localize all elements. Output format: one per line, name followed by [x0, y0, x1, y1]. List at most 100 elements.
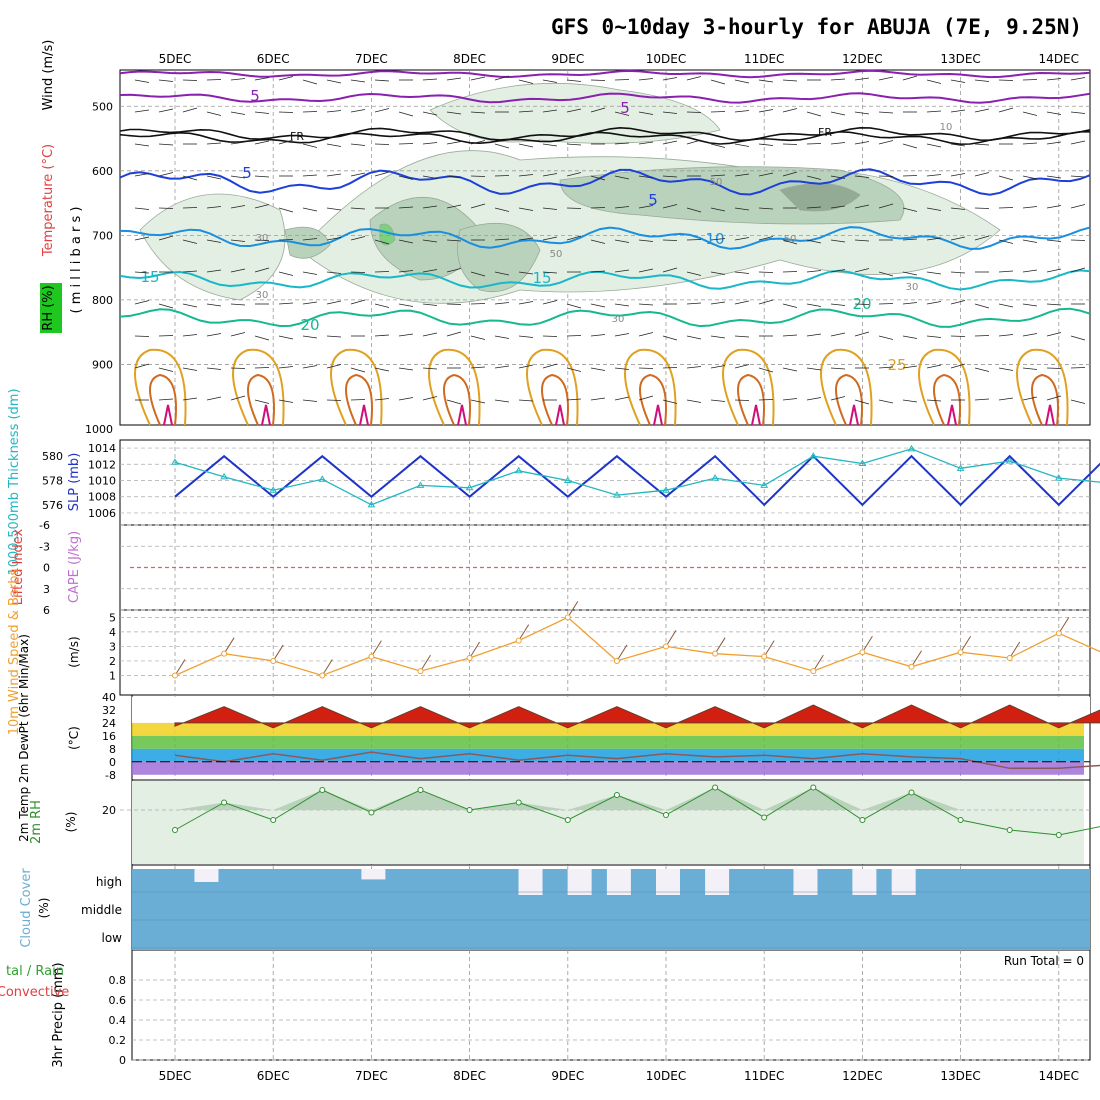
thickness-point [318, 475, 327, 482]
wind-barb [446, 331, 462, 337]
wind-barb [470, 111, 486, 114]
wind-barb [518, 174, 534, 177]
wind-barb [230, 332, 246, 337]
temp-color-band [132, 735, 1084, 749]
contour-label: FR [290, 130, 304, 143]
wind-barb [182, 79, 198, 81]
rh-contour-label: 50 [784, 234, 797, 245]
wind-barb [662, 335, 678, 341]
wind-barb [1046, 332, 1062, 337]
cloud-cover-gap [852, 869, 877, 895]
wind-barb [1022, 396, 1038, 401]
wind-barb [230, 175, 246, 179]
rh-2m-point [564, 817, 571, 823]
wind-barb [782, 108, 798, 113]
wind-10m-point [270, 657, 277, 664]
pressure-tick-label: 700 [92, 229, 113, 242]
wind-barb [182, 397, 198, 401]
wind-barb [830, 396, 846, 401]
day-label-top: 11DEC [744, 52, 784, 66]
contour-label: 10 [705, 230, 724, 248]
wind-tick-label: 1 [109, 669, 116, 682]
wind-barb [854, 331, 870, 337]
panel-frame-slp [119, 439, 1091, 526]
wind-barb [1022, 175, 1038, 180]
wind-barb [470, 335, 486, 340]
wind-barb [470, 399, 486, 404]
day-label-top: 13DEC [940, 52, 980, 66]
wind-barb [182, 303, 198, 308]
temperature-contour [835, 373, 863, 426]
contour-label: 25 [887, 356, 906, 374]
wind-10m-point [859, 649, 866, 656]
wind-barb [902, 399, 918, 403]
wind-barb [902, 271, 918, 276]
wind-barb [974, 398, 990, 401]
wind-barb [638, 175, 654, 179]
day-label-top: 14DEC [1039, 52, 1079, 66]
wind-barb [758, 172, 774, 177]
temperature-contour [119, 269, 1091, 291]
wind-tick-label: 4 [109, 626, 116, 639]
axis-label-cape: CAPE (J/kg) [67, 531, 82, 603]
wind-barb [326, 364, 342, 369]
wind-barb [614, 175, 630, 180]
wind-barb [206, 206, 222, 209]
wind-barb [960, 635, 972, 653]
wind-barb [638, 367, 654, 369]
temperature-contour [722, 348, 775, 426]
wind-barb [302, 365, 318, 369]
wind-barb [806, 397, 822, 401]
wind-barb [734, 364, 750, 369]
wind-barb [230, 111, 246, 115]
wind-barb [230, 303, 246, 306]
wind-barb [686, 399, 702, 403]
temperature-contour [428, 348, 481, 426]
wind-barb [1022, 303, 1038, 307]
wind-barb [806, 143, 822, 145]
wind-barb [710, 143, 726, 148]
rh-2m-point [221, 799, 228, 806]
wind-barb [590, 107, 606, 113]
wind-barb [326, 207, 342, 211]
day-label-bottom: 12DEC [842, 1069, 882, 1083]
wind-barb [374, 367, 390, 372]
axis-label-lifted-index: Lifted Index [11, 528, 26, 605]
wind-barb [470, 366, 486, 369]
wind-barb [614, 333, 630, 337]
temperature-contour [119, 307, 1091, 328]
day-label-bottom: 7DEC [355, 1069, 388, 1083]
thickness-tick-label: 576 [42, 499, 63, 512]
thickness-point [367, 500, 376, 508]
wind-barb [398, 111, 414, 117]
wind-barb [686, 111, 702, 113]
wind-barb [638, 303, 654, 306]
wind-barb [662, 77, 678, 81]
wind-barb [326, 237, 342, 241]
wind-barb [878, 366, 894, 369]
wind-barb [710, 335, 726, 339]
wind-barb [861, 635, 873, 653]
wind-10m-point [663, 643, 669, 650]
wind-barb [446, 399, 462, 405]
wind-barb [638, 268, 654, 273]
wind-barb [878, 399, 894, 404]
wind-barb [950, 335, 966, 337]
temperature-contour [820, 348, 873, 426]
thickness-point [809, 452, 818, 459]
rh-2m-point [368, 809, 375, 816]
temp-tick-label: 24 [102, 717, 116, 730]
wind-barb [542, 109, 558, 113]
wind-barb [134, 207, 150, 210]
rh-2m-point [908, 789, 915, 796]
wind-barb [326, 300, 342, 305]
wind-barb [446, 268, 462, 273]
rh-2m-point [1055, 832, 1062, 838]
wind-barb [302, 271, 318, 275]
wind-barb [734, 143, 750, 147]
panel-axis-labels: Wind (m/s) Temperature (°C) RH (%) ( m i l … [0, 40, 84, 1068]
wind-barb [1046, 268, 1062, 273]
wind-barb [398, 367, 414, 371]
cloud-cover-panel: high middle low [81, 869, 1090, 950]
rh-2m-line [174, 786, 1100, 836]
